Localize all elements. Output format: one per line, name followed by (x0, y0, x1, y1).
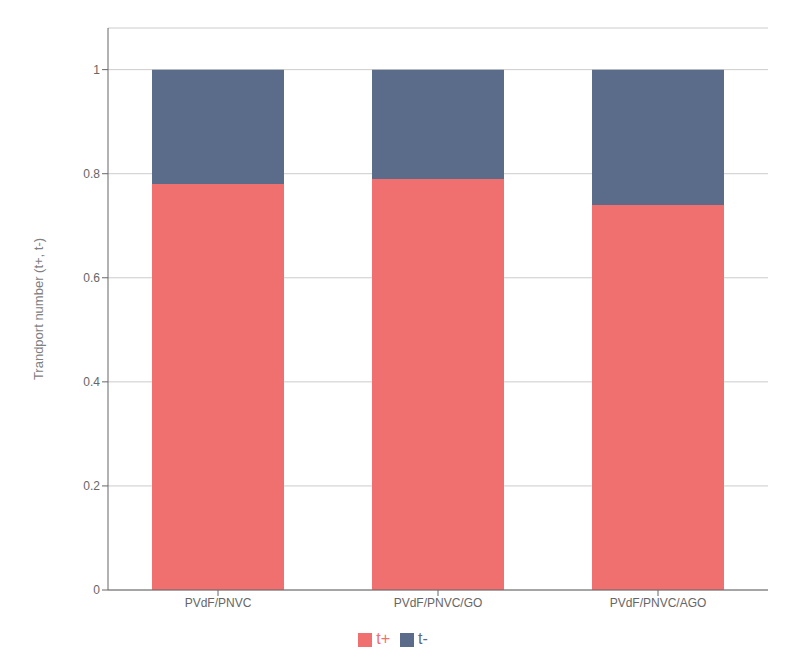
svg-text:1: 1 (93, 63, 100, 77)
svg-text:Trandport number (t+, t-): Trandport number (t+, t-) (31, 238, 46, 380)
svg-text:0.2: 0.2 (83, 479, 100, 493)
html-text:t-: t- (418, 630, 428, 647)
svg-text:0.8: 0.8 (83, 167, 100, 181)
svg-text:0: 0 (93, 583, 100, 597)
svg-text:PVdF/PNVC/AGO: PVdF/PNVC/AGO (610, 596, 707, 610)
svg-text:PVdF/PNVC/GO: PVdF/PNVC/GO (394, 596, 483, 610)
svg-text:PVdF/PNVC: PVdF/PNVC (185, 596, 252, 610)
svg-text:0.6: 0.6 (83, 271, 100, 285)
svg-text:0.4: 0.4 (83, 375, 100, 389)
html-text:t+: t+ (376, 630, 390, 647)
